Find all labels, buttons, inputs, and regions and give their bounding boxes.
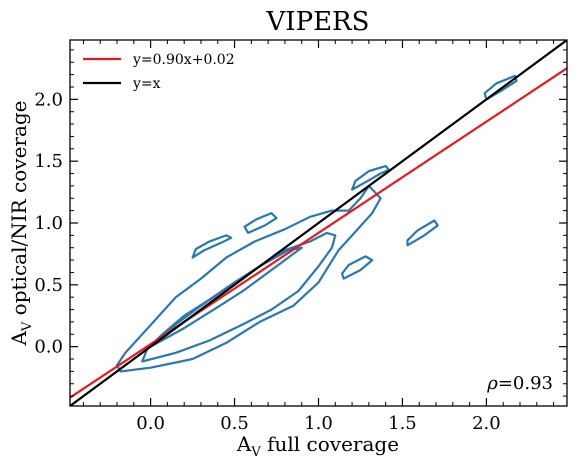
- plot-area: 0.0 0.5 1.0 1.5 2.0 0.0 0.5 1.0 1.5 2.0: [34, 39, 568, 434]
- correlation-value: =0.93: [498, 373, 553, 394]
- series-line-fit-line: [70, 67, 567, 399]
- contour-blob-upper-mid: [243, 212, 278, 234]
- legend: y=0.90x+0.02 y=x: [83, 52, 235, 92]
- contour-blob-far-right: [406, 219, 439, 247]
- x-tick-label: 1.0: [304, 413, 333, 434]
- y-tick-label: 1.0: [34, 213, 63, 234]
- line-group: [70, 40, 567, 406]
- x-tick-label: 2.0: [472, 413, 501, 434]
- x-axis-label-text: AV full coverage: [236, 432, 399, 460]
- x-tick-label: 0.5: [220, 413, 249, 434]
- x-axis-label-sub: V: [250, 445, 261, 460]
- y-axis-label-text: AV optical/NIR coverage: [7, 100, 35, 346]
- correlation-symbol: ρ: [486, 373, 498, 394]
- legend-label: y=0.90x+0.02: [132, 52, 235, 68]
- contour-blob-left: [191, 234, 233, 259]
- y-axis-label-rest: optical/NIR coverage: [7, 100, 31, 321]
- y-tick-label: 2.0: [34, 89, 63, 110]
- x-axis-label-rest: full coverage: [261, 432, 399, 456]
- x-tick-label: 0.0: [136, 413, 165, 434]
- y-tick-label: 1.5: [34, 151, 63, 172]
- x-axis-label: AV full coverage: [236, 432, 399, 460]
- chart-title: VIPERS: [266, 7, 370, 37]
- correlation-annotation: ρ=0.93: [486, 373, 553, 394]
- correlation-text: ρ=0.93: [486, 373, 553, 394]
- contour-blob-upper-right: [351, 165, 391, 191]
- y-tick-label: 0.5: [34, 275, 63, 296]
- contour-middle: [141, 231, 337, 363]
- x-axis-label-main: A: [236, 432, 252, 456]
- contour-blob-top: [483, 74, 518, 101]
- series-line-one-to-one-line: [70, 40, 567, 406]
- legend-label: y=x: [132, 76, 161, 92]
- y-axis-label: AV optical/NIR coverage: [7, 100, 35, 346]
- y-tick-label: 0.0: [34, 337, 63, 358]
- y-axis-label-sub: V: [20, 321, 35, 332]
- contour-outer: [115, 184, 382, 373]
- y-axis-label-main: A: [7, 331, 31, 347]
- x-tick-label: 1.5: [388, 413, 417, 434]
- contour-inner: [149, 246, 303, 348]
- contour-blob-low-right: [340, 255, 374, 280]
- contour-group: [115, 74, 518, 373]
